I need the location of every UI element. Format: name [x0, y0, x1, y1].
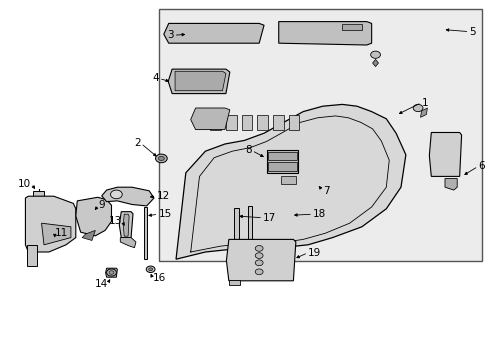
Polygon shape	[102, 187, 154, 206]
Polygon shape	[372, 59, 378, 67]
Polygon shape	[190, 108, 229, 130]
Polygon shape	[288, 115, 299, 130]
Circle shape	[110, 190, 122, 199]
Circle shape	[155, 154, 167, 163]
Circle shape	[148, 268, 152, 271]
Polygon shape	[105, 268, 117, 277]
Polygon shape	[257, 115, 267, 130]
Text: 5: 5	[468, 27, 475, 37]
Polygon shape	[444, 179, 456, 190]
Polygon shape	[228, 280, 239, 285]
Text: 6: 6	[477, 161, 484, 171]
Polygon shape	[33, 191, 44, 205]
Polygon shape	[175, 71, 225, 91]
Polygon shape	[267, 162, 296, 171]
Text: 1: 1	[421, 98, 427, 108]
Text: 3: 3	[166, 30, 173, 40]
Polygon shape	[120, 238, 136, 248]
Polygon shape	[176, 104, 405, 259]
Circle shape	[255, 253, 263, 258]
Circle shape	[255, 246, 263, 251]
Text: 17: 17	[263, 213, 276, 223]
Polygon shape	[278, 22, 371, 45]
Text: 10: 10	[18, 179, 31, 189]
Circle shape	[255, 269, 263, 275]
Polygon shape	[266, 150, 298, 173]
Circle shape	[412, 104, 422, 112]
Polygon shape	[143, 207, 146, 259]
Circle shape	[370, 51, 380, 58]
Text: 2: 2	[134, 138, 141, 148]
Circle shape	[180, 30, 191, 39]
Polygon shape	[210, 115, 221, 130]
Polygon shape	[123, 214, 129, 236]
Polygon shape	[76, 197, 111, 236]
Polygon shape	[25, 196, 76, 252]
Polygon shape	[272, 115, 283, 130]
Circle shape	[106, 269, 116, 276]
Text: 14: 14	[94, 279, 107, 289]
Text: 16: 16	[152, 273, 165, 283]
Circle shape	[158, 156, 164, 161]
Circle shape	[109, 271, 114, 274]
Polygon shape	[241, 115, 252, 130]
Polygon shape	[225, 115, 236, 130]
Polygon shape	[248, 206, 252, 246]
Text: 4: 4	[152, 73, 159, 84]
Circle shape	[255, 260, 263, 266]
Polygon shape	[420, 108, 427, 117]
Text: 7: 7	[322, 186, 329, 196]
Text: 18: 18	[312, 209, 325, 219]
Polygon shape	[159, 9, 481, 261]
Polygon shape	[119, 212, 133, 238]
Text: 19: 19	[307, 248, 321, 258]
Polygon shape	[233, 208, 238, 248]
Polygon shape	[281, 176, 295, 184]
Polygon shape	[27, 245, 37, 266]
Polygon shape	[82, 230, 95, 240]
Text: 15: 15	[158, 209, 171, 219]
Polygon shape	[168, 69, 229, 94]
Polygon shape	[428, 132, 461, 176]
Polygon shape	[226, 239, 295, 281]
Text: 13: 13	[109, 216, 122, 226]
Text: 8: 8	[244, 145, 251, 156]
Polygon shape	[163, 23, 264, 43]
Circle shape	[146, 266, 155, 273]
Polygon shape	[267, 152, 296, 160]
Polygon shape	[342, 24, 361, 30]
Text: 11: 11	[55, 228, 68, 238]
Text: 9: 9	[99, 200, 105, 210]
Text: 12: 12	[156, 191, 169, 201]
Polygon shape	[41, 223, 71, 245]
